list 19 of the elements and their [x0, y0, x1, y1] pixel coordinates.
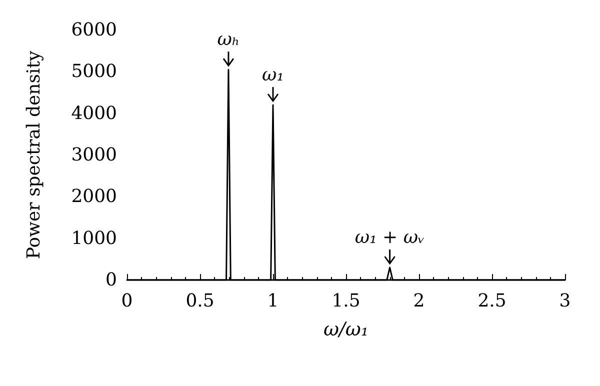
y-tick-label: 6000: [71, 20, 117, 40]
y-tick-label: 2000: [71, 186, 117, 208]
x-tick-label: 1.5: [332, 290, 360, 312]
annotation: ωₕ: [217, 29, 240, 50]
x-tick-label: 2.5: [478, 290, 506, 312]
y-tick-label: 0: [106, 270, 117, 290]
x-tick-label: 0.5: [186, 290, 214, 312]
y-tick-label: 1000: [71, 228, 117, 249]
x-tick-label: 1: [267, 290, 279, 312]
x-tick-label: 0: [121, 290, 133, 312]
x-axis-title: ω/ω₁: [323, 318, 369, 340]
y-tick-label: 3000: [71, 144, 117, 166]
x-tick-label: 3: [559, 290, 571, 312]
y-tick-label: 4000: [71, 102, 117, 124]
y-tick-label: 5000: [71, 61, 117, 82]
y-axis-title: Power spectral density: [24, 50, 44, 260]
annotation: ω₁ + ωᵥ: [354, 227, 425, 248]
x-tick-label: 2: [413, 290, 425, 312]
annotation: ω₁: [262, 64, 284, 86]
